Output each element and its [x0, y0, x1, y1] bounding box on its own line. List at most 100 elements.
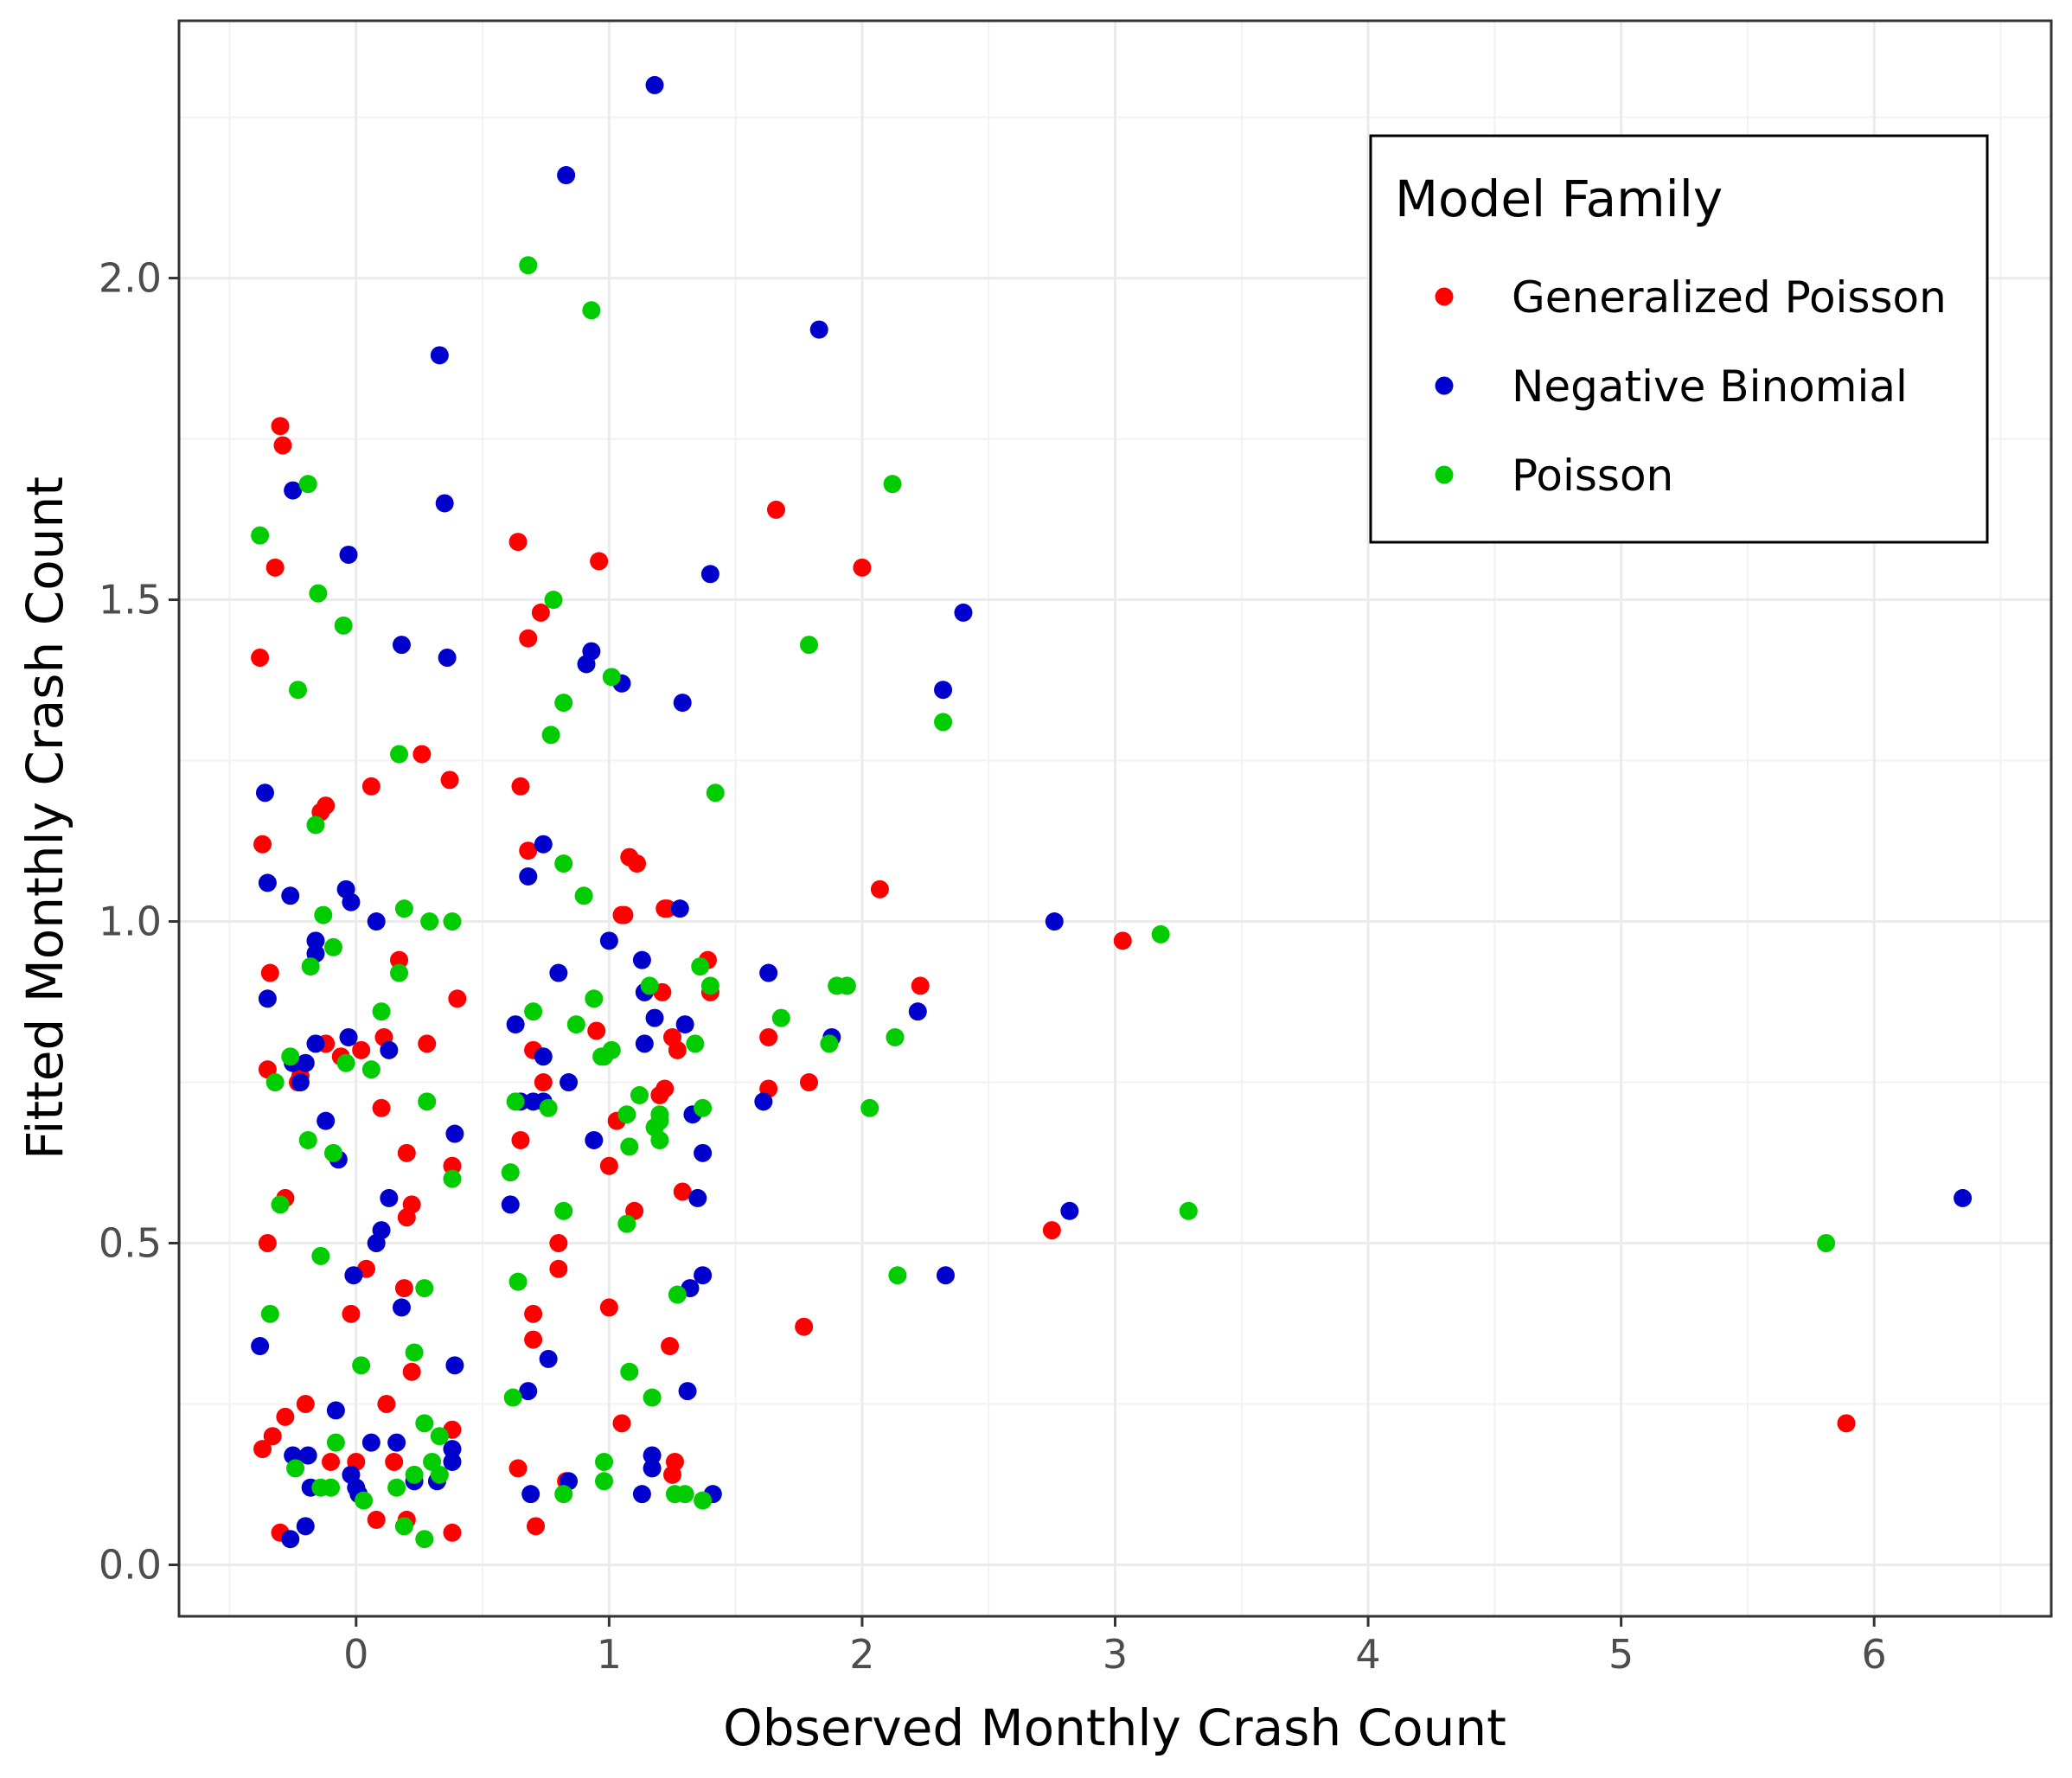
data-point: [799, 1073, 818, 1092]
data-point: [582, 642, 601, 661]
data-point: [954, 603, 973, 622]
data-point: [519, 841, 538, 860]
data-point: [503, 1388, 522, 1407]
data-point: [539, 1349, 558, 1368]
data-point: [663, 1465, 682, 1484]
data-point: [255, 783, 274, 803]
data-point: [392, 636, 411, 655]
data-point: [309, 584, 328, 603]
data-point: [534, 1073, 553, 1092]
data-point: [284, 481, 303, 500]
data-point: [554, 854, 573, 873]
data-point: [908, 1002, 927, 1021]
data-point: [632, 950, 651, 969]
data-point: [759, 1027, 778, 1046]
data-point: [336, 1053, 355, 1072]
data-point: [557, 166, 576, 185]
data-point: [554, 694, 573, 713]
series-2: [251, 256, 1836, 1549]
data-point: [554, 1201, 573, 1220]
data-point: [615, 905, 634, 924]
data-point: [281, 886, 300, 905]
data-point: [339, 1027, 358, 1046]
data-point: [253, 835, 272, 854]
x-tick-label: 5: [1608, 1631, 1634, 1678]
data-point: [1954, 1188, 1973, 1207]
data-point: [668, 1285, 687, 1304]
data-point: [534, 835, 553, 854]
data-point: [361, 777, 381, 796]
legend-key-0: [1435, 287, 1454, 306]
legend-key-1: [1435, 376, 1454, 395]
data-point: [430, 1427, 449, 1446]
data-point: [670, 899, 689, 918]
data-point: [566, 1015, 585, 1034]
data-point: [322, 1452, 341, 1471]
data-point: [645, 1008, 664, 1027]
data-point: [251, 526, 270, 545]
data-point: [632, 1485, 651, 1504]
data-point: [640, 976, 659, 995]
data-point: [544, 591, 563, 610]
data-point: [443, 1156, 462, 1175]
data-point: [392, 1298, 411, 1317]
data-point: [754, 1092, 773, 1111]
data-point: [260, 1304, 279, 1323]
data-point: [661, 1337, 680, 1356]
data-point: [412, 745, 432, 764]
legend-title: Model Family: [1395, 169, 1723, 228]
data-point: [323, 937, 342, 956]
data-point: [599, 1156, 618, 1175]
data-point: [643, 1446, 662, 1465]
data-point: [585, 989, 604, 1008]
data-point: [415, 1279, 434, 1298]
data-point: [367, 912, 386, 931]
data-point: [501, 1163, 520, 1182]
data-point: [430, 1465, 449, 1484]
data-point: [394, 1279, 413, 1298]
data-point: [936, 1266, 955, 1285]
data-point: [582, 301, 601, 320]
data-point: [549, 1234, 568, 1253]
y-axis-title: Fitted Monthly Crash Count: [16, 476, 74, 1160]
data-point: [1045, 912, 1064, 931]
data-point: [620, 1137, 639, 1156]
data-point: [694, 1098, 713, 1117]
data-point: [527, 1517, 546, 1536]
data-point: [448, 989, 467, 1008]
data-point: [263, 1427, 282, 1446]
data-point: [771, 1008, 790, 1027]
x-tick-label: 4: [1355, 1631, 1380, 1678]
data-point: [260, 963, 279, 982]
legend-label-2: Poisson: [1512, 451, 1673, 501]
data-point: [430, 346, 449, 365]
data-point: [1151, 924, 1170, 943]
data-point: [440, 771, 459, 790]
data-point: [860, 1098, 879, 1117]
data-point: [394, 899, 413, 918]
data-point: [524, 1330, 543, 1349]
data-point: [367, 1234, 386, 1253]
data-point: [276, 1407, 295, 1426]
data-point: [314, 905, 333, 924]
data-point: [1042, 1221, 1061, 1240]
data-point: [352, 1356, 371, 1375]
data-point: [599, 1298, 618, 1317]
data-point: [700, 565, 719, 584]
data-point: [289, 681, 308, 700]
x-tick-label: 0: [343, 1631, 368, 1678]
data-point: [519, 256, 538, 275]
data-point: [799, 636, 818, 655]
data-point: [253, 1440, 272, 1459]
data-point: [521, 1485, 540, 1504]
data-point: [883, 475, 902, 494]
x-tick-label: 2: [849, 1631, 874, 1678]
data-point: [587, 1021, 606, 1040]
data-point: [519, 629, 538, 648]
x-tick-label: 3: [1103, 1631, 1128, 1678]
data-point: [377, 1394, 396, 1413]
data-point: [1837, 1414, 1856, 1433]
data-point: [435, 494, 454, 513]
data-point: [405, 1343, 424, 1362]
